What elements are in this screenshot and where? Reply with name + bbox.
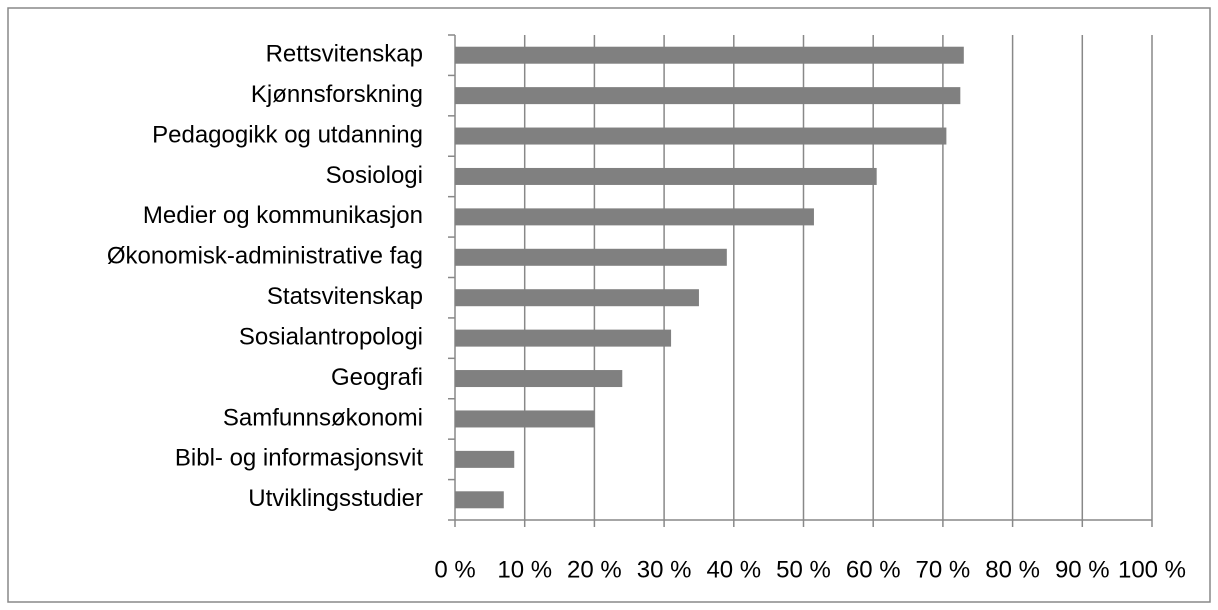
x-tick-label: 10 %: [497, 556, 552, 583]
y-tick-label: Samfunnsøkonomi: [223, 404, 423, 431]
y-tick-label: Pedagogikk og utdanning: [152, 121, 423, 148]
x-tick-label: 20 %: [567, 556, 622, 583]
y-tick-label: Sosiologi: [326, 162, 423, 189]
x-tick-label: 50 %: [776, 556, 831, 583]
x-tick-label: 100 %: [1118, 556, 1186, 583]
bar: [455, 370, 623, 388]
y-tick-label: Statsvitenskap: [267, 283, 423, 310]
x-tick-label: 30 %: [637, 556, 692, 583]
bar: [455, 127, 947, 145]
bar: [455, 87, 961, 105]
x-tick-label: 70 %: [916, 556, 971, 583]
bar: [455, 450, 515, 468]
y-tick-label: Sosialantropologi: [239, 323, 423, 350]
y-tick-label: Bibl- og informasjonsvit: [175, 445, 423, 472]
x-tick-label: 80 %: [985, 556, 1040, 583]
x-tick-label: 90 %: [1055, 556, 1110, 583]
y-tick-label: Økonomisk-administrative fag: [107, 243, 423, 270]
bar: [455, 289, 699, 307]
x-tick-label: 60 %: [846, 556, 901, 583]
bar: [455, 46, 964, 64]
bar: [455, 410, 595, 428]
bar: [455, 491, 504, 509]
bar: [455, 208, 814, 226]
y-tick-label: Geografi: [331, 364, 423, 391]
bar: [455, 248, 727, 266]
bar: [455, 329, 672, 347]
bar: [455, 167, 877, 185]
y-tick-label: Medier og kommunikasjon: [143, 202, 423, 229]
y-tick-label: Kjønnsforskning: [251, 81, 423, 108]
y-tick-label: Utviklingsstudier: [248, 485, 423, 512]
x-tick-label: 0 %: [434, 556, 475, 583]
y-tick-label: Rettsvitenskap: [266, 41, 423, 68]
x-tick-label: 40 %: [706, 556, 761, 583]
